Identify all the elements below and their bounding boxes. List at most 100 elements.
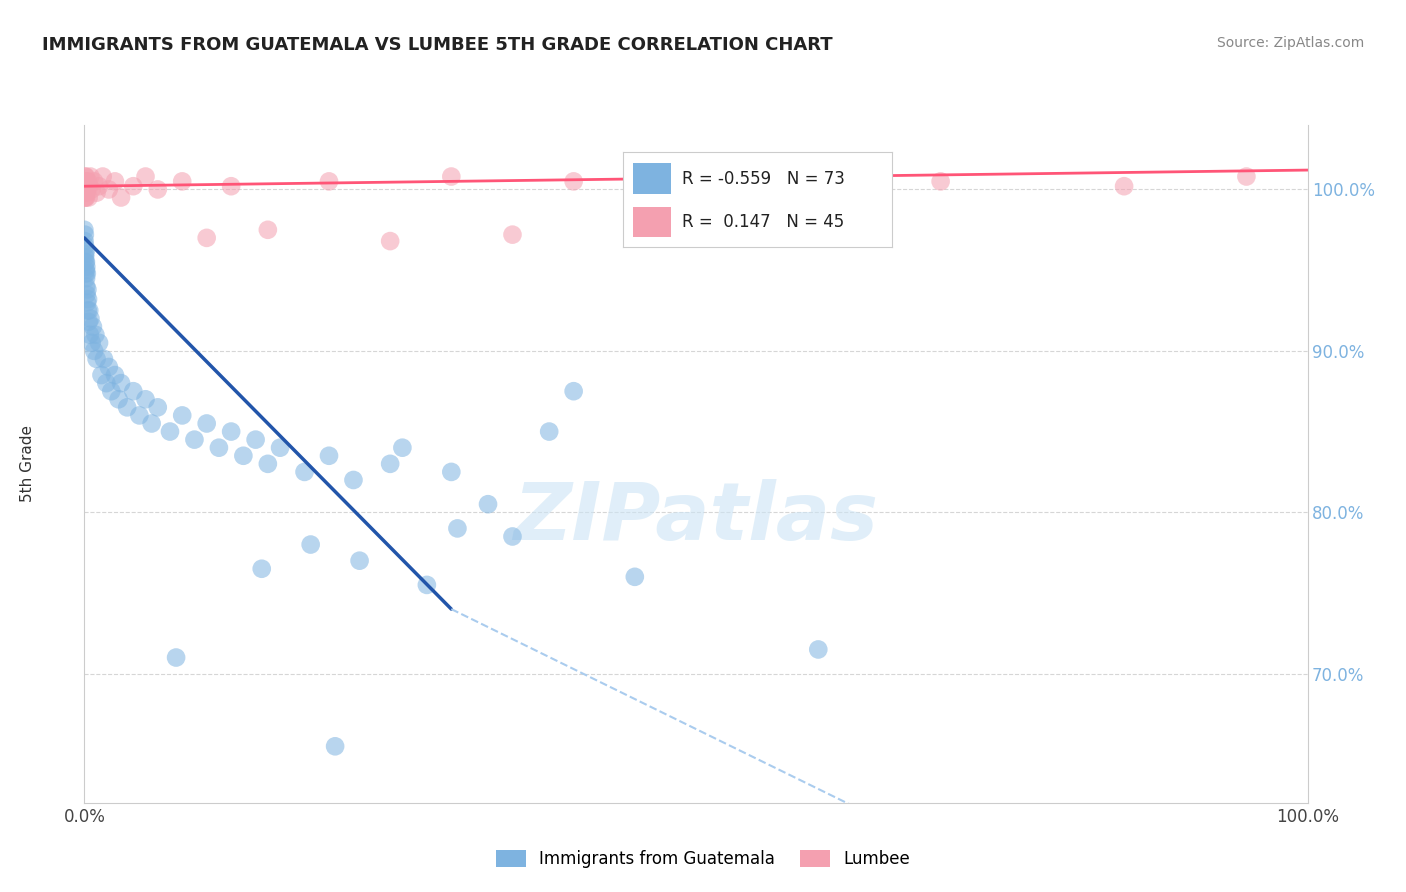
Point: [416, 578, 439, 592]
Point: [146, 401, 169, 415]
Point: [75, 266, 97, 280]
Point: [73, 182, 96, 196]
Point: [391, 441, 413, 455]
Point: [685, 179, 707, 194]
Point: [380, 234, 402, 248]
Point: [97, 359, 120, 374]
Point: [75, 255, 97, 269]
Point: [73, 227, 96, 242]
Point: [86, 351, 108, 366]
Point: [77, 179, 100, 194]
Point: [73, 169, 96, 184]
Text: R = -0.559   N = 73: R = -0.559 N = 73: [682, 169, 845, 187]
Point: [83, 343, 105, 358]
Point: [79, 311, 101, 326]
Text: 5th Grade: 5th Grade: [21, 425, 35, 502]
Point: [219, 179, 242, 194]
Point: [107, 392, 129, 407]
Point: [73, 223, 96, 237]
Point: [208, 441, 231, 455]
Point: [80, 335, 103, 350]
Point: [318, 449, 340, 463]
Point: [75, 186, 97, 200]
Point: [807, 642, 830, 657]
Point: [104, 368, 127, 382]
Point: [76, 179, 98, 194]
Point: [73, 234, 96, 248]
Point: [502, 529, 524, 543]
Point: [73, 190, 96, 204]
Point: [76, 186, 98, 200]
Point: [1236, 169, 1258, 184]
Point: [318, 174, 340, 188]
Point: [446, 521, 468, 535]
Point: [165, 650, 187, 665]
Point: [146, 182, 169, 196]
Point: [75, 255, 97, 269]
Text: R =  0.147   N = 45: R = 0.147 N = 45: [682, 213, 844, 231]
Point: [86, 186, 108, 200]
Point: [75, 260, 97, 274]
Point: [104, 174, 127, 188]
Point: [97, 182, 120, 196]
Point: [269, 441, 291, 455]
Point: [502, 227, 524, 242]
Point: [159, 425, 181, 439]
Point: [83, 174, 105, 188]
Point: [82, 319, 104, 334]
Point: [349, 554, 371, 568]
Point: [75, 179, 97, 194]
Point: [807, 169, 830, 184]
Point: [75, 247, 97, 261]
Point: [440, 465, 463, 479]
Point: [342, 473, 364, 487]
Point: [195, 231, 218, 245]
Bar: [633, 163, 671, 194]
Point: [80, 182, 103, 196]
Point: [75, 244, 97, 258]
Point: [77, 315, 100, 329]
Bar: [633, 207, 671, 237]
Point: [477, 497, 499, 511]
Point: [75, 190, 97, 204]
Text: Source: ZipAtlas.com: Source: ZipAtlas.com: [1216, 36, 1364, 50]
Point: [91, 169, 114, 184]
Point: [141, 417, 163, 431]
Point: [96, 376, 118, 391]
Point: [90, 368, 112, 382]
Point: [323, 739, 346, 754]
Point: [84, 327, 107, 342]
Point: [122, 179, 145, 194]
Point: [75, 271, 97, 285]
Point: [440, 169, 463, 184]
Point: [87, 179, 110, 194]
Point: [75, 279, 97, 293]
Point: [76, 283, 98, 297]
Point: [172, 174, 194, 188]
Point: [250, 562, 273, 576]
Point: [77, 303, 100, 318]
Point: [75, 250, 97, 264]
Point: [110, 190, 132, 204]
Point: [624, 570, 647, 584]
Point: [93, 351, 115, 366]
Point: [75, 190, 97, 204]
Point: [75, 263, 97, 277]
Point: [257, 457, 280, 471]
Point: [79, 169, 101, 184]
Point: [299, 537, 322, 551]
Point: [245, 433, 267, 447]
Point: [75, 174, 97, 188]
Point: [122, 384, 145, 399]
Point: [294, 465, 316, 479]
Point: [195, 417, 218, 431]
Point: [1114, 179, 1136, 194]
Point: [73, 179, 96, 194]
Point: [76, 303, 98, 318]
Point: [172, 409, 194, 423]
Point: [232, 449, 254, 463]
Point: [183, 433, 205, 447]
Point: [75, 174, 97, 188]
Point: [257, 223, 280, 237]
Point: [135, 169, 157, 184]
